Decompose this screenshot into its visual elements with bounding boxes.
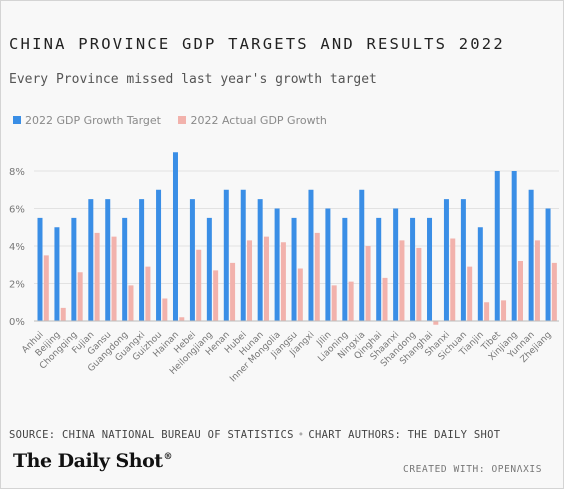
bar-actual (179, 317, 185, 321)
bar-target (189, 199, 195, 322)
bar-actual (433, 321, 439, 325)
bar-target (105, 199, 111, 322)
y-tick-label: 8% (9, 167, 25, 178)
bar-actual (314, 232, 320, 322)
bar-actual (60, 307, 66, 322)
bar-target (477, 227, 483, 321)
bar-actual (348, 281, 354, 322)
bar-actual (128, 285, 134, 322)
bar-target (528, 189, 534, 321)
bar-actual (365, 246, 371, 321)
chart-title: CHINA PROVINCE GDP TARGETS AND RESULTS 2… (9, 35, 505, 53)
legend-label-actual: 2022 Actual GDP Growth (190, 114, 327, 127)
bar-target (325, 208, 331, 321)
bar-target (88, 199, 94, 322)
legend-label-target: 2022 GDP Growth Target (25, 114, 161, 127)
bar-target (494, 171, 500, 321)
bar-actual (196, 249, 202, 321)
legend: 2022 GDP Growth Target 2022 Actual GDP G… (13, 114, 341, 127)
bar-actual (77, 272, 83, 321)
bar-actual (534, 240, 540, 322)
y-tick-label: 2% (9, 280, 25, 291)
bar-target (511, 171, 517, 321)
created-with: CREATED WITH: OPENΛXIS (403, 464, 543, 475)
daily-shot-logo: The Daily Shot® (13, 450, 173, 472)
bar-target (139, 199, 145, 322)
bar-target (122, 217, 128, 322)
bar-actual (247, 240, 253, 322)
bar-actual (467, 266, 473, 322)
bar-actual (162, 298, 168, 321)
bar-actual (382, 277, 388, 322)
bar-target (359, 189, 365, 321)
bar-target (54, 227, 60, 321)
bar-actual (416, 247, 422, 322)
bar-actual (399, 240, 405, 322)
bar-actual (94, 232, 100, 322)
bar-target (223, 189, 229, 321)
footer-credits: SOURCE: CHINA NATIONAL BUREAU OF STATIST… (9, 429, 500, 441)
bar-actual (145, 266, 151, 322)
bar-chart: 0%2%4%6%8%AnhuiBeijingChongqingFujianGan… (9, 152, 559, 384)
bar-actual (517, 261, 523, 321)
bar-actual (43, 255, 49, 322)
source-text: SOURCE: CHINA NATIONAL BUREAU OF STATIST… (9, 429, 294, 441)
bar-actual (484, 302, 490, 321)
bar-target (172, 152, 178, 321)
bar-actual (450, 238, 456, 321)
bar-target (71, 217, 77, 322)
bar-actual (331, 285, 337, 322)
y-tick-label: 0% (9, 317, 25, 328)
bar-target (460, 199, 466, 322)
bar-actual (111, 236, 117, 322)
bar-target (240, 189, 246, 321)
bar-target (376, 217, 382, 322)
bar-actual (501, 300, 507, 322)
bar-target (206, 217, 212, 322)
legend-item-actual: 2022 Actual GDP Growth (178, 114, 327, 127)
y-tick-label: 6% (9, 205, 25, 216)
bar-target (156, 189, 162, 321)
bar-target (393, 208, 399, 321)
legend-item-target: 2022 GDP Growth Target (13, 114, 161, 127)
bar-actual (297, 268, 303, 321)
bar-target (443, 199, 449, 322)
bar-target (37, 217, 43, 322)
bar-target (427, 217, 433, 322)
bar-actual (230, 262, 236, 322)
logo-text: The Daily Shot (13, 450, 163, 472)
bar-target (257, 199, 263, 322)
registered-mark-icon: ® (163, 452, 173, 462)
bar-target (291, 217, 297, 322)
bar-actual (280, 242, 286, 321)
bar-actual (551, 262, 557, 322)
bar-target (545, 208, 551, 321)
bar-target (342, 217, 348, 322)
y-tick-label: 4% (9, 242, 25, 253)
bar-target (308, 189, 314, 321)
separator-dot: • (297, 429, 305, 441)
legend-swatch-target (13, 116, 21, 124)
bar-target (274, 208, 280, 321)
authors-text: CHART AUTHORS: THE DAILY SHOT (308, 429, 501, 441)
bar-actual (213, 270, 219, 322)
legend-swatch-actual (178, 116, 187, 124)
bar-target (410, 217, 416, 322)
bar-actual (263, 236, 269, 322)
chart-subtitle: Every Province missed last year's growth… (9, 72, 377, 87)
